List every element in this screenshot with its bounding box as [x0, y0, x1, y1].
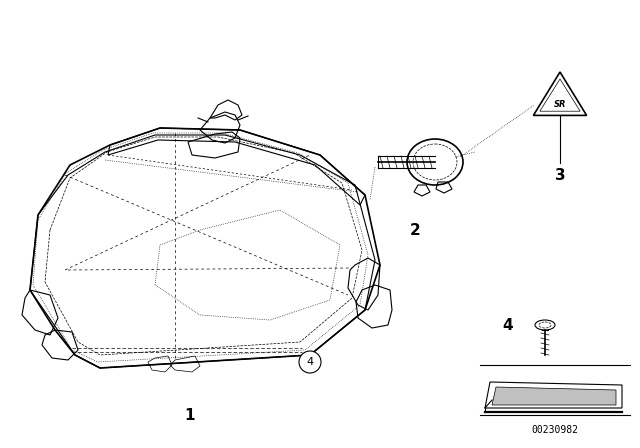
Text: 00230982: 00230982: [531, 425, 579, 435]
Text: 4: 4: [502, 318, 513, 332]
Text: 2: 2: [410, 223, 420, 237]
Polygon shape: [492, 387, 616, 405]
Text: SR: SR: [554, 99, 566, 108]
Circle shape: [299, 351, 321, 373]
Text: 4: 4: [307, 357, 314, 367]
Text: 3: 3: [555, 168, 565, 182]
Text: 1: 1: [185, 408, 195, 422]
